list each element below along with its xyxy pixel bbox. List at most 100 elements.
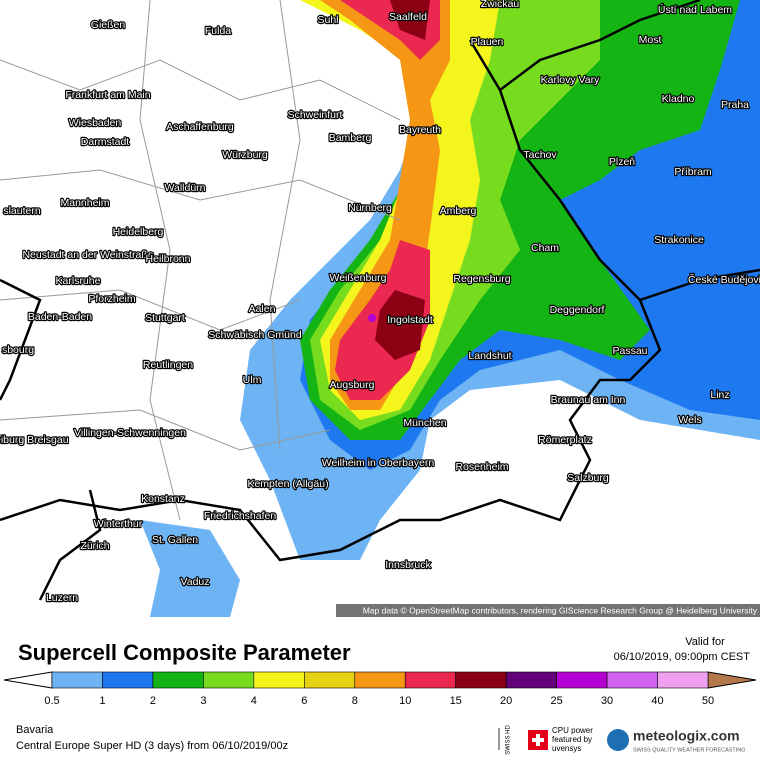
brand: meteologix.com [633, 728, 740, 744]
city-label: Walldürn [164, 182, 205, 194]
legend-swatch [203, 671, 255, 689]
city-label: Karlsruhe [56, 275, 101, 287]
legend-swatch [657, 671, 709, 689]
city-label: Ústí nad Labem [658, 3, 732, 16]
city-label: Landshut [468, 350, 511, 362]
legend-label: 4 [251, 695, 257, 707]
legend-swatch [253, 671, 305, 689]
city-label: Nürnberg [348, 202, 392, 214]
city-label: Regensburg [453, 273, 510, 285]
title: Supercell Composite Parameter [18, 640, 351, 665]
city-label: Strakonice [654, 234, 704, 246]
city-label: Schweinfurt [288, 109, 343, 121]
city-label: Kempten (Allgäu) [247, 478, 328, 490]
legend-label: 10 [399, 695, 411, 707]
city-label: Gießen [91, 19, 126, 31]
city-label: Römerplatz [538, 434, 592, 446]
city-label: Mannheim [60, 197, 109, 209]
legend-swatch [102, 671, 154, 689]
city-label: Fulda [205, 25, 231, 37]
city-label: Reutlingen [143, 359, 193, 371]
legend-swatch [455, 671, 507, 689]
divider [498, 728, 500, 750]
city-label: Stuttgart [145, 312, 185, 324]
legend-swatch [606, 671, 658, 689]
city-label: Bamberg [329, 132, 372, 144]
city-label: Luzern [46, 592, 78, 604]
legend-swatch [556, 671, 608, 689]
city-label: Vaduz [181, 576, 210, 588]
field-purple [368, 314, 376, 322]
valid-time: 06/10/2019, 09:00pm CEST [614, 651, 751, 663]
swiss-cross [532, 734, 544, 746]
valid-label: Valid for [685, 636, 725, 648]
city-label: Plzeň [609, 156, 635, 168]
city-label: Rosenheim [455, 461, 508, 473]
city-label: Baden-Baden [28, 311, 92, 323]
city-label: Aalen [249, 303, 276, 315]
legend-swatch [51, 671, 103, 689]
city-label: Neustadt an der Weinstraße [22, 249, 153, 261]
city-label: Ingolstadt [387, 314, 433, 326]
legend-swatch [505, 671, 557, 689]
country-borders [0, 0, 760, 601]
city-label: Linz [710, 389, 729, 401]
legend-label: 25 [550, 695, 562, 707]
district-borders [0, 0, 401, 521]
city-label: Salzburg [567, 472, 609, 484]
city-label: München [403, 417, 446, 429]
legend-label: 6 [301, 695, 307, 707]
city-label: Příbram [674, 166, 712, 178]
city-label: Schwäbisch Gmünd [208, 329, 302, 341]
city-label: St. Gallen [152, 534, 198, 546]
legend-label: 8 [352, 695, 358, 707]
legend-label: 1 [99, 695, 105, 707]
field-light-blue [140, 520, 240, 617]
legend-swatch [404, 671, 456, 689]
city-label: Suhl [317, 14, 338, 26]
brand-logo [607, 729, 629, 751]
city-label: Plauen [471, 36, 504, 48]
city-label: Most [639, 34, 662, 46]
city-label: Saalfeld [389, 11, 427, 23]
city-label: Bayreuth [399, 124, 441, 136]
city-label: sbourg [2, 344, 34, 356]
legend-label: 20 [500, 695, 512, 707]
city-label: Augsburg [330, 379, 375, 391]
city-label: Innsbruck [385, 559, 431, 571]
city-label: Kladno [662, 93, 695, 105]
city-label: Passau [612, 345, 647, 357]
city-label: Würzburg [222, 149, 268, 161]
city-label: Darmstadt [81, 136, 130, 148]
legend-swatch [152, 671, 204, 689]
legend-label: 3 [200, 695, 206, 707]
city-label: Weilheim in Oberbayern [322, 457, 435, 469]
model-run: Central Europe Super HD (3 days) from 06… [16, 740, 288, 752]
legend-swatch [304, 671, 356, 689]
legend-label: 2 [150, 695, 156, 707]
city-label: Heilbronn [146, 253, 191, 265]
cpu-box: CPU power featured by uvensys [552, 726, 593, 753]
city-label: Praha [721, 99, 749, 111]
city-label: Deggendorf [550, 304, 605, 316]
cpu-credit: CPU power featured by uvensys [552, 726, 593, 753]
city-label: Weißenburg [329, 272, 386, 284]
attribution: Map data © OpenStreetMap contributors, r… [363, 605, 758, 615]
field-dark-red [375, 0, 430, 360]
legend-label: 0.5 [44, 695, 59, 707]
region: Bavaria [16, 724, 54, 736]
city-label: Zürich [80, 540, 109, 552]
legend-above [707, 671, 757, 689]
city-labels: Gießen Fulda Suhl Saalfeld Zwickau Ústí nad L… [0, 0, 760, 605]
map: Gießen Fulda Suhl Saalfeld Zwickau Ústí nad L… [0, 0, 760, 617]
city-label: Aschaffenburg [166, 121, 234, 133]
city-label: České Budějovice [688, 273, 760, 286]
legend-label: 50 [702, 695, 714, 707]
city-label: Konstanz [141, 493, 185, 505]
tagline: SWISS QUALITY WEATHER FORECASTING [633, 747, 746, 753]
city-label: Amberg [440, 205, 477, 217]
city-label: Wels [678, 414, 701, 426]
city-label: Frankfurt am Main [65, 89, 150, 101]
city-label: Heidelberg [113, 226, 164, 238]
